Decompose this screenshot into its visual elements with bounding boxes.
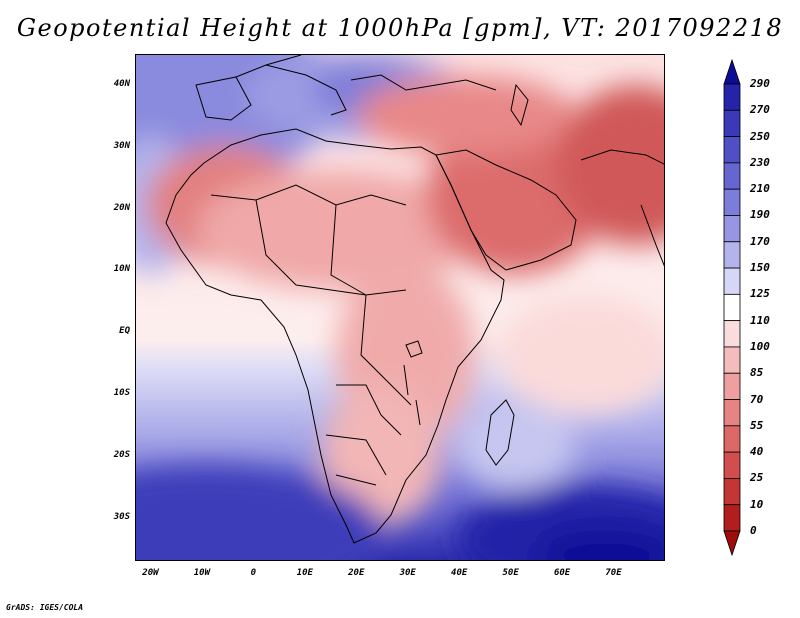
lat-label: 40N bbox=[113, 78, 130, 89]
colorbar-label: 70 bbox=[750, 392, 764, 406]
colorbar-label: 100 bbox=[750, 339, 770, 353]
field-high-sahara bbox=[196, 170, 476, 290]
lon-label: 30E bbox=[399, 568, 416, 578]
africa-coastline bbox=[165, 128, 505, 544]
colorbar-label: 170 bbox=[750, 234, 770, 248]
colorbar-label: 270 bbox=[750, 103, 770, 117]
interior-border bbox=[210, 184, 412, 486]
field-blue-madagascar bbox=[456, 400, 576, 490]
colorbar-label: 85 bbox=[750, 366, 764, 380]
colorbar-swatch bbox=[723, 267, 741, 295]
colorbar-swatch bbox=[723, 504, 741, 532]
colorbar-label: 40 bbox=[750, 445, 764, 459]
field-low-south-indian-core bbox=[536, 530, 664, 560]
lon-label: 60E bbox=[553, 568, 571, 578]
colorbar-swatch bbox=[723, 241, 741, 269]
colorbar-label: 290 bbox=[750, 77, 770, 90]
colorbar-swatch bbox=[723, 399, 741, 427]
colorbar-label: 150 bbox=[750, 261, 770, 275]
colorbar-swatch bbox=[723, 293, 741, 322]
colorbar-swatch bbox=[723, 83, 741, 111]
colorbar-label: 0 bbox=[750, 524, 757, 537]
colorbar-swatch bbox=[723, 162, 741, 190]
colorbar-swatch bbox=[723, 372, 741, 400]
colorbar-label: 55 bbox=[750, 418, 764, 432]
colorbar-swatch bbox=[723, 346, 741, 374]
colorbar-bottom-arrow bbox=[723, 530, 741, 557]
lon-label: 20E bbox=[348, 568, 365, 578]
iberia-coastline bbox=[195, 76, 252, 121]
map-title: Geopotential Height at 1000hPa [gpm], VT… bbox=[16, 14, 784, 42]
colorbar-label: 190 bbox=[750, 208, 770, 222]
lake-tanganyika bbox=[403, 364, 421, 426]
colorbar-swatch bbox=[723, 215, 741, 243]
field-high-southern-africa bbox=[321, 385, 441, 525]
colorbar-label: 210 bbox=[750, 182, 770, 196]
lat-label: 10N bbox=[113, 264, 130, 275]
field-light-indian-ocean bbox=[496, 295, 664, 415]
lat-label: EQ bbox=[119, 326, 130, 337]
madagascar-coastline bbox=[485, 399, 515, 466]
colorbar-label: 250 bbox=[750, 129, 770, 143]
lon-label: 50E bbox=[502, 568, 519, 578]
geopotential-field bbox=[136, 55, 664, 560]
colorbar-swatch bbox=[723, 136, 741, 164]
colorbar-swatch bbox=[723, 451, 741, 479]
arabia-coastline bbox=[435, 149, 577, 271]
colorbar-label: 10 bbox=[750, 497, 764, 511]
lat-label: 20N bbox=[113, 202, 130, 213]
colorbar-swatch bbox=[723, 188, 741, 216]
field-low-south-atlantic bbox=[136, 465, 386, 560]
lat-label: 30S bbox=[113, 511, 130, 522]
lat-label: 20S bbox=[113, 449, 130, 460]
colorbar-swatch bbox=[723, 320, 741, 348]
colorbar-swatch bbox=[723, 109, 741, 137]
lon-label: 10W bbox=[193, 568, 211, 578]
colorbar-label: 110 bbox=[750, 313, 770, 327]
colorbar-label: 125 bbox=[750, 287, 770, 301]
map-plot-area bbox=[135, 54, 665, 561]
lon-label: 20W bbox=[142, 568, 159, 578]
coastlines bbox=[165, 55, 664, 544]
colorbar-label: 25 bbox=[750, 471, 764, 485]
europe-coastline bbox=[235, 55, 497, 116]
caspian-coastline bbox=[510, 83, 529, 127]
lon-label: 0 bbox=[250, 568, 257, 578]
lon-label: 10E bbox=[296, 568, 313, 578]
colorbar-label: 230 bbox=[750, 155, 770, 169]
lon-label: 70E bbox=[605, 568, 622, 578]
colorbar-swatch bbox=[723, 478, 741, 506]
field-high-india bbox=[556, 85, 664, 245]
lon-label: 40E bbox=[451, 568, 468, 578]
field-high-middle-east bbox=[356, 75, 576, 155]
india-coastline bbox=[580, 149, 664, 267]
lake-victoria bbox=[405, 340, 423, 358]
lat-label: 10S bbox=[113, 388, 130, 399]
footer-credit: GrADS: IGES/COLA bbox=[6, 603, 84, 612]
colorbar-swatch bbox=[723, 425, 741, 453]
colorbar-top-arrow bbox=[723, 58, 741, 85]
lat-label: 30N bbox=[113, 140, 130, 151]
